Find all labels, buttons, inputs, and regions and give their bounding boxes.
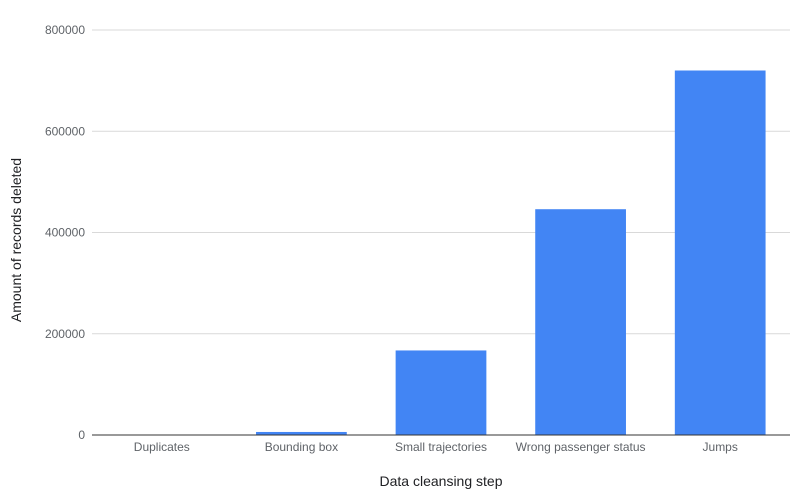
bars bbox=[256, 70, 766, 435]
bar-small-trajectories bbox=[395, 350, 487, 435]
y-tick-label: 600000 bbox=[45, 124, 85, 138]
x-tick-labels: Duplicates Bounding box Small trajectories… bbox=[134, 440, 738, 454]
y-tick-label: 800000 bbox=[45, 23, 85, 37]
x-tick-label: Bounding box bbox=[265, 440, 338, 454]
x-axis-title: Data cleansing step bbox=[380, 473, 503, 489]
x-tick-label: Jumps bbox=[703, 440, 738, 454]
y-tick-label: 400000 bbox=[45, 226, 85, 240]
bar-wrong-passenger-status bbox=[535, 209, 626, 435]
bar-jumps bbox=[674, 70, 766, 435]
y-tick-label: 200000 bbox=[45, 327, 85, 341]
y-tick-labels: 0 200000 400000 600000 800000 bbox=[45, 23, 85, 442]
y-tick-label: 0 bbox=[78, 428, 85, 442]
x-tick-label: Wrong passenger status bbox=[516, 440, 646, 454]
x-tick-label: Small trajectories bbox=[395, 440, 487, 454]
bar-bounding-box bbox=[256, 431, 347, 435]
x-tick-label: Duplicates bbox=[134, 440, 190, 454]
gridlines bbox=[92, 29, 790, 335]
y-axis-title: Amount of records deleted bbox=[8, 158, 24, 322]
